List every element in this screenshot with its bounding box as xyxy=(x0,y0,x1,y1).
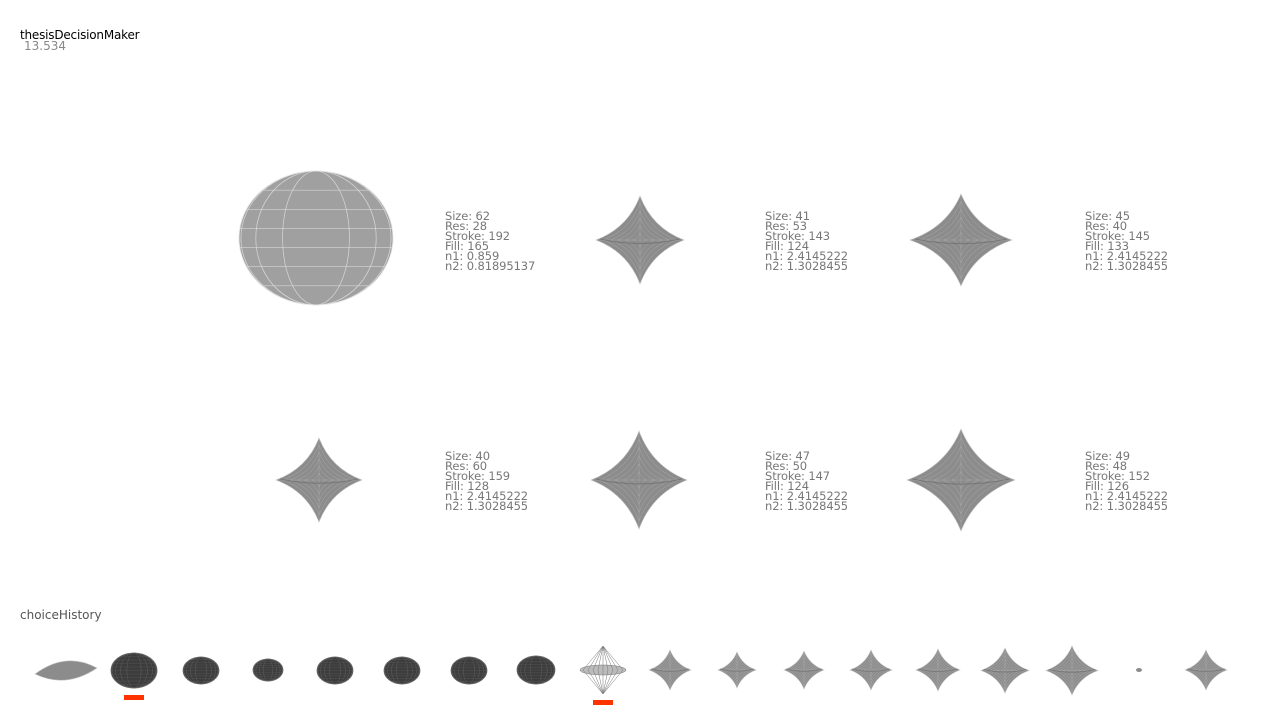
history-thumb-9[interactable] xyxy=(578,644,628,696)
option-1-blob-shape[interactable] xyxy=(236,168,396,308)
stat-res: Res: 60 xyxy=(445,459,488,473)
stat-fill: Fill: 124 xyxy=(765,479,809,493)
history-selected-marker-9 xyxy=(593,700,613,705)
stat-n2: n2: 1.3028455 xyxy=(765,499,849,513)
history-selected-marker-2 xyxy=(124,694,144,700)
stat-stroke: Stroke: 192 xyxy=(445,229,511,243)
stat-res: Res: 53 xyxy=(765,219,808,233)
stat-n1: n1: 2.4145222 xyxy=(445,489,529,503)
option-6-star-shape[interactable] xyxy=(905,427,1017,533)
stat-n1: n1: 0.859 xyxy=(445,249,500,263)
stat-res: Res: 48 xyxy=(1085,459,1128,473)
option-6-stats: Size: 49 Res: 48 Stroke: 152 Fill: 126 n1: 2… xyxy=(1085,449,1169,513)
stat-n1: n1: 2.4145222 xyxy=(765,489,849,503)
stat-stroke: Stroke: 159 xyxy=(445,469,511,483)
stat-fill: Fill: 126 xyxy=(1085,479,1129,493)
option-4-stats: Size: 40 Res: 60 Stroke: 159 Fill: 128 n1: 2… xyxy=(445,449,529,513)
option-5-star-shape[interactable] xyxy=(589,429,689,531)
option-1-stats: Size: 62 Res: 28 Stroke: 192 Fill: 165 n1: 0… xyxy=(445,209,536,273)
option-2-star-shape[interactable] xyxy=(594,194,686,286)
stat-size: Size: 40 xyxy=(445,449,490,463)
stat-n2: n2: 1.3028455 xyxy=(1085,259,1169,273)
stat-size: Size: 41 xyxy=(765,209,810,223)
stat-fill: Fill: 128 xyxy=(445,479,489,493)
history-thumb-18[interactable] xyxy=(1183,648,1229,692)
stat-stroke: Stroke: 152 xyxy=(1085,469,1151,483)
stat-n1: n1: 2.4145222 xyxy=(1085,249,1169,263)
stat-n2: n2: 0.81895137 xyxy=(445,259,536,273)
history-thumb-3[interactable] xyxy=(180,654,222,687)
stat-size: Size: 62 xyxy=(445,209,490,223)
history-thumb-11[interactable] xyxy=(716,650,758,690)
stat-stroke: Stroke: 143 xyxy=(765,229,831,243)
history-thumb-13[interactable] xyxy=(848,648,894,692)
option-5-stats: Size: 47 Res: 50 Stroke: 147 Fill: 124 n1: 2… xyxy=(765,449,849,513)
stat-n1: n1: 2.4145222 xyxy=(765,249,849,263)
stat-n1: n1: 2.4145222 xyxy=(1085,489,1169,503)
history-thumb-2[interactable] xyxy=(108,650,160,691)
app-title: thesisDecisionMaker xyxy=(20,28,140,42)
stat-res: Res: 50 xyxy=(765,459,808,473)
history-thumb-8[interactable] xyxy=(514,653,558,687)
stat-fill: Fill: 133 xyxy=(1085,239,1129,253)
stat-n2: n2: 1.3028455 xyxy=(765,259,849,273)
history-thumb-6[interactable] xyxy=(381,654,423,687)
stat-stroke: Stroke: 145 xyxy=(1085,229,1151,243)
option-3-star-shape[interactable] xyxy=(908,192,1014,288)
history-thumb-14[interactable] xyxy=(914,647,962,693)
history-thumb-10[interactable] xyxy=(647,648,693,692)
frame-counter: 13.534 xyxy=(24,39,66,53)
history-thumb-15[interactable] xyxy=(979,646,1031,695)
stat-res: Res: 40 xyxy=(1085,219,1128,233)
stat-n2: n2: 1.3028455 xyxy=(445,499,529,513)
choice-history-label: choiceHistory xyxy=(20,608,102,622)
stat-n2: n2: 1.3028455 xyxy=(1085,499,1169,513)
stat-stroke: Stroke: 147 xyxy=(765,469,831,483)
history-thumb-16[interactable] xyxy=(1044,644,1100,697)
option-3-stats: Size: 45 Res: 40 Stroke: 145 Fill: 133 n1: 2… xyxy=(1085,209,1169,273)
history-thumb-1[interactable] xyxy=(33,649,99,691)
history-thumb-7[interactable] xyxy=(448,654,490,687)
stat-fill: Fill: 165 xyxy=(445,239,489,253)
option-4-star-shape[interactable] xyxy=(274,436,364,524)
stat-fill: Fill: 124 xyxy=(765,239,809,253)
stat-size: Size: 49 xyxy=(1085,449,1130,463)
history-thumb-12[interactable] xyxy=(782,649,826,691)
stat-res: Res: 28 xyxy=(445,219,488,233)
history-thumb-4[interactable] xyxy=(250,656,286,684)
option-2-stats: Size: 41 Res: 53 Stroke: 143 Fill: 124 n1: 2… xyxy=(765,209,849,273)
history-thumb-5[interactable] xyxy=(314,654,356,687)
stat-size: Size: 47 xyxy=(765,449,810,463)
stat-size: Size: 45 xyxy=(1085,209,1130,223)
history-thumb-17[interactable] xyxy=(1135,667,1143,673)
